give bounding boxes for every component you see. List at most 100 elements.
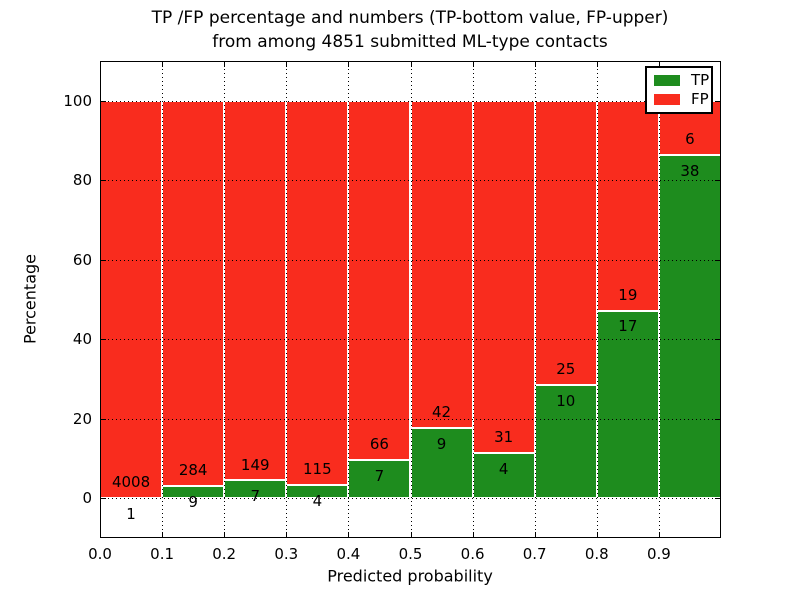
bar-count-label-tp: 17 bbox=[618, 317, 638, 336]
x-tick-mark bbox=[534, 532, 536, 537]
y-tick-mark-right bbox=[715, 259, 720, 261]
y-tick-mark-right bbox=[715, 418, 720, 420]
y-tick-mark bbox=[101, 180, 106, 182]
gridline-vertical bbox=[534, 61, 536, 538]
legend-swatch-fp-icon bbox=[654, 93, 680, 105]
legend-entry: FP bbox=[654, 91, 709, 107]
x-tick-mark-top bbox=[472, 62, 474, 67]
x-tick-mark-top bbox=[596, 62, 598, 67]
legend-entry: TP bbox=[654, 73, 709, 88]
bar-segment-fp bbox=[286, 100, 349, 485]
gridline-vertical bbox=[348, 61, 350, 538]
y-tick-mark-right bbox=[715, 100, 720, 102]
chart-title-line1: TP /FP percentage and numbers (TP-bottom… bbox=[151, 8, 669, 28]
x-tick-mark bbox=[658, 532, 660, 537]
x-tick-label: 0.7 bbox=[522, 545, 547, 563]
x-tick-mark bbox=[224, 532, 226, 537]
x-tick-label: 0.5 bbox=[398, 545, 423, 563]
gridline-vertical bbox=[410, 61, 412, 538]
x-tick-mark-top bbox=[410, 62, 412, 67]
bar-count-label-fp: 4008 bbox=[111, 473, 151, 492]
chart-title: TP /FP percentage and numbers (TP-bottom… bbox=[152, 6, 669, 54]
bar-count-label-tp: 38 bbox=[680, 161, 700, 180]
y-tick-label: 60 bbox=[72, 250, 92, 269]
bar-count-label-fp: 42 bbox=[432, 403, 452, 422]
x-tick-mark-top bbox=[534, 62, 536, 67]
bar-count-label-fp: 31 bbox=[494, 427, 514, 446]
bar-segment-fp bbox=[162, 100, 225, 487]
x-tick-mark bbox=[596, 532, 598, 537]
y-tick-mark bbox=[101, 100, 106, 102]
x-tick-label: 0.2 bbox=[212, 545, 237, 563]
bar-segment-fp bbox=[348, 100, 411, 461]
legend-label-fp: FP bbox=[691, 89, 709, 108]
legend-swatch-tp-icon bbox=[654, 75, 680, 87]
bar-count-label-tp: 10 bbox=[556, 391, 576, 410]
x-tick-label: 0.1 bbox=[150, 545, 175, 563]
gridline-vertical bbox=[286, 61, 288, 538]
bar-segment-tp bbox=[348, 460, 411, 499]
x-tick-mark-top bbox=[286, 62, 288, 67]
bar-count-label-fp: 25 bbox=[556, 359, 576, 378]
gridline-vertical bbox=[472, 61, 474, 538]
bar-count-label-tp: 4 bbox=[498, 459, 509, 478]
bar-count-label-fp: 284 bbox=[178, 461, 208, 480]
y-tick-mark-right bbox=[715, 180, 720, 182]
y-axis-label: Percentage bbox=[20, 253, 40, 345]
y-tick-label: 0 bbox=[82, 489, 92, 508]
y-tick-label: 20 bbox=[72, 409, 92, 428]
bar-count-label-fp: 6 bbox=[685, 130, 695, 149]
legend-label-tp: TP bbox=[691, 71, 710, 90]
bar-segment-fp bbox=[472, 100, 535, 453]
bar-count-label-tp: 4 bbox=[312, 491, 323, 510]
bar-count-label-tp: 1 bbox=[126, 505, 136, 524]
x-tick-mark-top bbox=[100, 62, 101, 67]
y-tick-mark bbox=[101, 498, 106, 500]
x-tick-mark-top bbox=[224, 62, 226, 67]
y-tick-label: 100 bbox=[63, 91, 92, 110]
x-tick-mark-top bbox=[162, 62, 164, 67]
bar-segment-fp bbox=[410, 100, 473, 429]
x-tick-mark bbox=[286, 532, 288, 537]
x-tick-label: 0.6 bbox=[460, 545, 485, 563]
bar-count-label-tp: 9 bbox=[436, 435, 447, 453]
x-tick-mark bbox=[472, 532, 474, 537]
x-axis-label: Predicted probability bbox=[327, 566, 493, 586]
gridline-vertical bbox=[596, 61, 598, 538]
x-tick-mark bbox=[348, 532, 350, 537]
x-tick-label: 0.4 bbox=[336, 545, 361, 563]
y-tick-label: 80 bbox=[72, 171, 92, 190]
x-tick-label: 0.3 bbox=[274, 545, 299, 563]
bar-count-label-tp: 7 bbox=[374, 467, 385, 486]
y-tick-label: 40 bbox=[72, 330, 92, 349]
bar-segment-fp bbox=[534, 100, 597, 385]
y-tick-mark bbox=[101, 339, 106, 341]
x-tick-mark bbox=[410, 532, 412, 537]
chart-title-line2: from among 4851 submitted ML-type contac… bbox=[212, 32, 608, 52]
y-tick-mark-right bbox=[715, 498, 720, 500]
x-tick-mark-top bbox=[658, 62, 660, 67]
bar-segment-tp bbox=[410, 428, 473, 499]
bar-segment-tp bbox=[658, 154, 721, 499]
bar-count-label-fp: 149 bbox=[240, 455, 270, 474]
x-tick-label: 0.0 bbox=[88, 545, 112, 563]
gridline-vertical bbox=[224, 61, 226, 538]
gridline-vertical bbox=[658, 61, 660, 538]
x-tick-label: 0.8 bbox=[584, 545, 609, 563]
x-tick-mark-top bbox=[348, 62, 350, 67]
x-tick-mark bbox=[100, 532, 101, 537]
bar-segment-tp bbox=[534, 384, 597, 499]
x-tick-label: 0.9 bbox=[646, 545, 671, 563]
bar-count-label-tp: 7 bbox=[250, 487, 261, 506]
gridline-vertical bbox=[162, 61, 164, 538]
y-tick-mark-right bbox=[715, 339, 720, 341]
bar-count-label-fp: 19 bbox=[618, 285, 638, 304]
bar-count-label-tp: 9 bbox=[188, 492, 198, 511]
bar-count-label-fp: 115 bbox=[303, 459, 332, 478]
bar-count-label-fp: 66 bbox=[369, 435, 389, 454]
legend: TP FP bbox=[645, 66, 713, 114]
bar-segment-fp bbox=[100, 100, 163, 499]
x-tick-mark bbox=[162, 532, 164, 537]
